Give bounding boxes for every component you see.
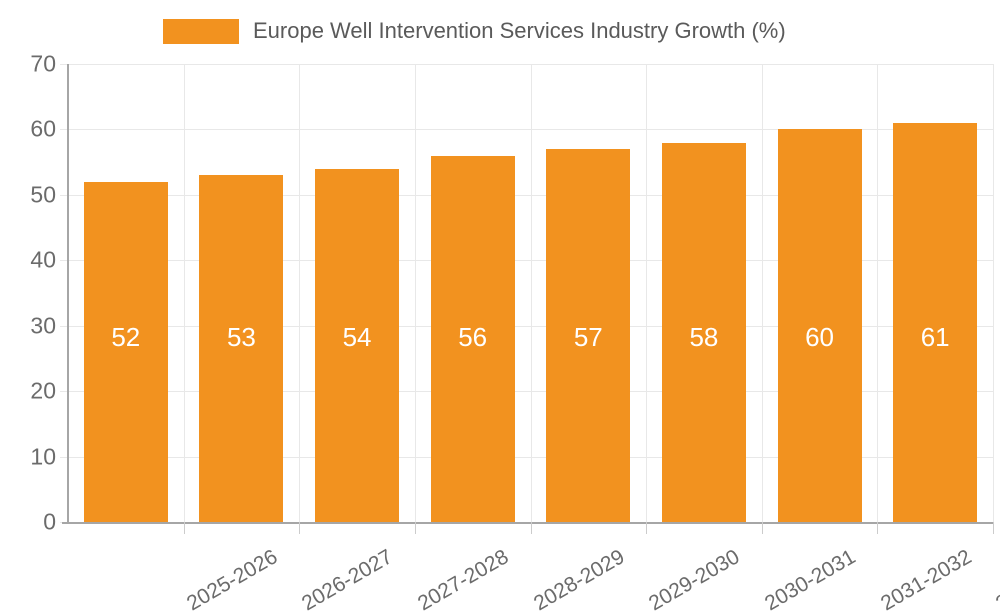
bar[interactable]: 61 xyxy=(893,122,978,522)
x-tick-mark xyxy=(299,522,300,534)
gridline-horizontal xyxy=(68,325,993,327)
bar-value-label: 57 xyxy=(573,322,603,352)
x-axis-tick-label: 2028-2029 xyxy=(529,545,629,615)
bar[interactable]: 58 xyxy=(661,142,746,522)
y-axis-tick-label: 70 xyxy=(30,50,56,77)
x-axis-tick-label: 2026-2027 xyxy=(298,545,397,615)
gridline-vertical xyxy=(993,64,994,522)
y-tick-mark xyxy=(60,194,68,196)
bar-value-label: 58 xyxy=(689,322,719,352)
x-axis-tick-label: 2032-2033 xyxy=(992,545,1000,615)
y-axis-tick-label: 0 xyxy=(43,508,56,535)
gridline-horizontal xyxy=(68,64,993,65)
plot-area: 0 10 20 30 40 50 60 70 52 53 54 56 57 58 60 61 2025-20… xyxy=(30,52,1000,615)
gridline-horizontal xyxy=(68,456,993,458)
bar[interactable]: 53 xyxy=(199,175,284,522)
legend-color-swatch xyxy=(163,18,239,44)
y-tick-mark xyxy=(60,391,68,393)
y-axis-tick-label: 30 xyxy=(30,312,56,339)
y-axis-tick-label: 20 xyxy=(30,377,56,404)
gridline-vertical xyxy=(415,64,416,522)
bar[interactable]: 56 xyxy=(430,155,515,522)
gridline-vertical xyxy=(762,64,763,522)
bar-value-label: 52 xyxy=(111,322,141,352)
x-tick-mark xyxy=(646,522,647,534)
y-axis-tick-label: 10 xyxy=(30,443,56,470)
x-tick-mark xyxy=(993,522,994,534)
bar-value-label: 60 xyxy=(805,322,835,352)
x-tick-mark xyxy=(877,522,878,534)
x-tick-mark xyxy=(415,522,416,534)
x-axis-line xyxy=(62,522,993,524)
y-axis-tick-label: 60 xyxy=(30,115,56,142)
x-tick-mark xyxy=(531,522,532,534)
gridline-vertical xyxy=(299,64,300,522)
bar[interactable]: 54 xyxy=(315,168,400,522)
gridline-vertical xyxy=(531,64,532,522)
y-tick-mark xyxy=(60,325,68,327)
y-tick-mark xyxy=(60,456,68,458)
gridline-vertical xyxy=(877,64,878,522)
y-axis-tick-label: 40 xyxy=(30,246,56,273)
legend-label: Europe Well Intervention Services Indust… xyxy=(253,18,786,43)
bar[interactable]: 52 xyxy=(83,181,168,522)
gridline-horizontal xyxy=(68,260,993,262)
bar[interactable]: 57 xyxy=(546,149,631,522)
bar[interactable]: 60 xyxy=(777,129,862,522)
gridline-horizontal xyxy=(68,194,993,196)
y-axis-line xyxy=(67,64,69,523)
x-axis-tick-label: 2031-2032 xyxy=(876,545,975,615)
gridline-horizontal xyxy=(68,391,993,393)
bar-value-label: 56 xyxy=(458,322,488,352)
gridline-vertical xyxy=(184,64,185,522)
y-tick-mark xyxy=(60,64,68,65)
bar-value-label: 61 xyxy=(920,322,950,352)
bar-value-label: 53 xyxy=(226,322,256,352)
x-axis-tick-label: 2025-2026 xyxy=(182,545,282,615)
bar-value-label: 54 xyxy=(342,322,372,352)
gridline-horizontal xyxy=(68,129,993,131)
y-tick-mark xyxy=(60,260,68,262)
y-axis-tick-label: 50 xyxy=(30,181,56,208)
chart-legend: Europe Well Intervention Services Indust… xyxy=(163,14,786,48)
x-tick-mark xyxy=(184,522,185,534)
bar-chart: Europe Well Intervention Services Indust… xyxy=(30,14,1000,615)
x-tick-mark xyxy=(762,522,763,534)
x-axis-tick-label: 2027-2028 xyxy=(414,545,513,615)
gridline-vertical xyxy=(646,64,647,522)
x-axis-tick-label: 2030-2031 xyxy=(760,545,860,615)
x-axis-tick-label: 2029-2030 xyxy=(645,545,744,615)
y-tick-mark xyxy=(60,129,68,131)
